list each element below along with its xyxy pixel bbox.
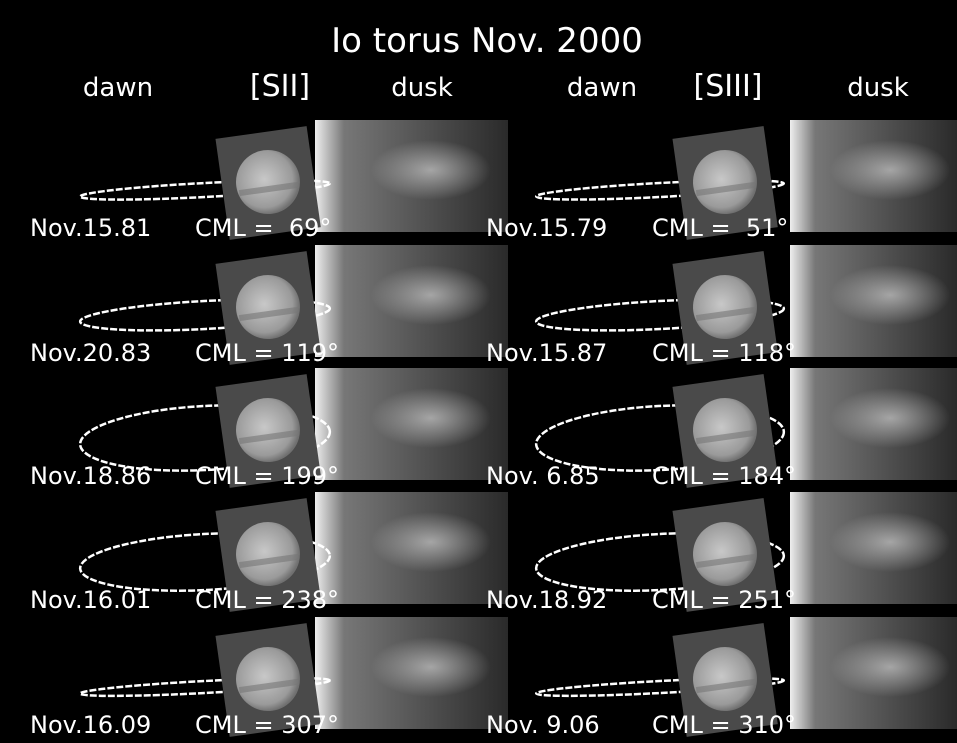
torus-glow — [830, 637, 950, 697]
figure: Io torus Nov. 2000 dawn [SII] dusk Nov.15.8… — [0, 0, 957, 743]
column-header: dawn — [567, 73, 637, 103]
cml-label: CML = 251° — [652, 586, 796, 614]
torus-glow — [371, 637, 491, 697]
title: Io torus Nov. 2000 — [331, 21, 643, 61]
date-label: Nov.15.79 — [486, 214, 607, 242]
column-header: dusk — [847, 73, 909, 103]
column-header: [SIII] — [694, 69, 763, 104]
cml-label: CML = 51° — [652, 214, 788, 242]
torus-glow — [830, 140, 950, 200]
torus-glow — [371, 265, 491, 325]
column-header: dawn — [83, 73, 153, 103]
column-header: dusk — [391, 73, 453, 103]
date-label: Nov. 9.06 — [486, 711, 600, 739]
cml-label: CML = 199° — [195, 462, 339, 490]
date-label: Nov.20.83 — [30, 339, 151, 367]
date-label: Nov.16.01 — [30, 586, 151, 614]
cml-label: CML = 119° — [195, 339, 339, 367]
column-header: [SII] — [250, 69, 310, 104]
torus-glow — [830, 265, 950, 325]
date-label: Nov.18.86 — [30, 462, 151, 490]
torus-glow — [371, 512, 491, 572]
torus-glow — [830, 388, 950, 448]
date-label: Nov.15.81 — [30, 214, 151, 242]
date-label: Nov.18.92 — [486, 586, 607, 614]
date-label: Nov.16.09 — [30, 711, 151, 739]
torus-glow — [371, 388, 491, 448]
cml-label: CML = 310° — [652, 711, 796, 739]
torus-glow — [371, 140, 491, 200]
cml-label: CML = 118° — [652, 339, 796, 367]
cml-label: CML = 184° — [652, 462, 796, 490]
cml-label: CML = 307° — [195, 711, 339, 739]
date-label: Nov. 6.85 — [486, 462, 600, 490]
date-label: Nov.15.87 — [486, 339, 607, 367]
cml-label: CML = 69° — [195, 214, 331, 242]
cml-label: CML = 238° — [195, 586, 339, 614]
torus-glow — [830, 512, 950, 572]
